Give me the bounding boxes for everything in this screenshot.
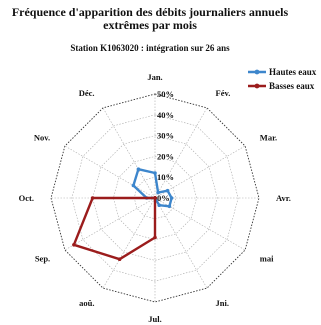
- category-label: Jul.: [148, 314, 161, 324]
- chart-title-line2: extrêmes par mois: [103, 18, 197, 32]
- chart-title-line1: Fréquence d'apparition des débits journa…: [11, 5, 289, 19]
- legend: Hautes eaux Basses eaux: [248, 67, 317, 91]
- category-label: mai: [260, 254, 274, 264]
- series-point: [156, 190, 160, 195]
- legend-label: Hautes eaux: [269, 67, 317, 77]
- series-point: [169, 196, 174, 200]
- spoke: [154, 107, 208, 199]
- series-point: [157, 203, 161, 207]
- radar-grid: [50, 93, 260, 303]
- series-point: [117, 257, 122, 262]
- category-label: Déc.: [79, 88, 95, 98]
- radial-tick-labels: 0% 10% 20% 30% 40% 50%: [157, 89, 174, 203]
- series-point: [153, 235, 157, 240]
- category-label: Nov.: [34, 133, 50, 143]
- legend-label: Basses eaux: [269, 81, 315, 91]
- category-label: Avr.: [276, 193, 291, 203]
- grid-ring: [113, 156, 197, 240]
- category-label: Jni.: [216, 298, 229, 308]
- category-label: Sep.: [35, 254, 50, 264]
- tick-label: 0%: [157, 193, 170, 203]
- legend-marker: [254, 83, 260, 89]
- series-group: [72, 167, 174, 262]
- category-labels: Jan. Fév. Mar. Avr. mai Jni. Jul. aoû. Sep. Oct. N…: [19, 72, 291, 324]
- series-point: [153, 196, 157, 200]
- grid-ring: [71, 114, 239, 282]
- spoke: [154, 145, 246, 199]
- legend-marker: [254, 69, 260, 75]
- series-point: [167, 204, 172, 209]
- category-label: Fév.: [216, 88, 231, 98]
- series-point: [131, 183, 136, 188]
- series-point: [136, 167, 141, 171]
- series-point: [90, 196, 95, 200]
- spoke: [154, 197, 246, 251]
- category-label: Mar.: [260, 133, 277, 143]
- tick-label: 20%: [157, 151, 174, 161]
- chart-title: Fréquence d'apparition des débits journa…: [0, 6, 300, 32]
- chart-subtitle: Station K1063020 : intégration sur 26 an…: [70, 43, 230, 53]
- tick-label: 40%: [157, 110, 174, 120]
- category-label: Jan.: [147, 72, 162, 82]
- tick-label: 30%: [157, 131, 174, 141]
- series-point: [72, 243, 76, 247]
- spoke: [102, 107, 156, 199]
- category-label: Oct.: [19, 193, 34, 203]
- spoke: [64, 197, 156, 251]
- series-line: [72, 196, 157, 261]
- spoke: [64, 145, 156, 199]
- category-label: aoû.: [79, 298, 94, 308]
- spoke: [154, 197, 208, 289]
- tick-label: 50%: [157, 89, 174, 99]
- series-point: [153, 171, 157, 175]
- grid-ring: [50, 93, 260, 303]
- spoke: [102, 197, 156, 289]
- grid-ring: [133, 176, 177, 220]
- series-point: [165, 188, 170, 193]
- tick-label: 10%: [157, 172, 174, 182]
